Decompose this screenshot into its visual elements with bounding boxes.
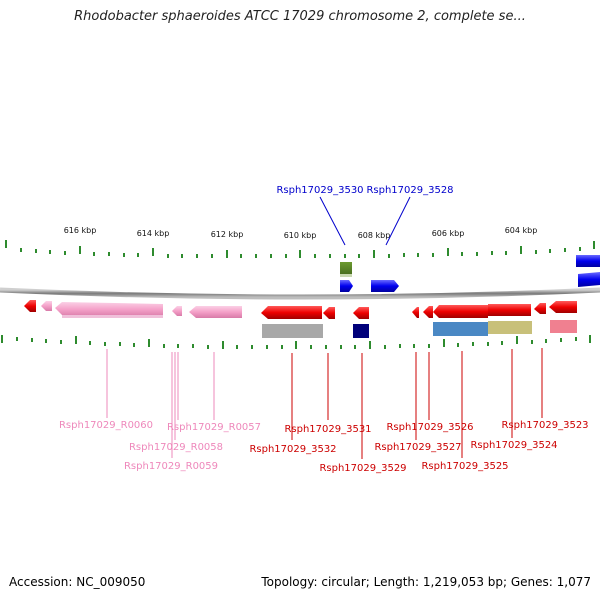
gene-label[interactable]: Rsph17029_3523 xyxy=(501,420,588,431)
gene-3523-feature[interactable] xyxy=(550,320,577,333)
gene-3523-part[interactable] xyxy=(534,303,546,314)
gene-label[interactable]: Rsph17029_3532 xyxy=(249,444,336,455)
upper-tick-ruler xyxy=(5,240,595,258)
ruler-labels: 616 kbp 614 kbp 612 kbp 610 kbp 608 kbp … xyxy=(64,226,538,240)
gene-3529[interactable] xyxy=(353,307,369,319)
gene-label[interactable]: Rsph17029_R0059 xyxy=(124,461,218,472)
accession-label: Accession: NC_009050 xyxy=(9,575,146,589)
genome-info-label: Topology: circular; Length: 1,219,053 bp… xyxy=(261,575,591,589)
map-title: Rhodobacter sphaeroides ATCC 17029 chrom… xyxy=(74,9,526,24)
gene-label[interactable]: Rsph17029_3527 xyxy=(374,442,461,453)
gene-label[interactable]: Rsph17029_3524 xyxy=(470,440,557,451)
gene-R0057[interactable] xyxy=(189,306,242,318)
gene-labels: Rsph17029_3530 Rsph17029_3528 Rsph17029_… xyxy=(59,185,589,474)
gene-R0060-part[interactable] xyxy=(41,301,52,311)
ruler-label: 604 kbp xyxy=(505,226,538,235)
gene-label[interactable]: Rsph17029_3529 xyxy=(319,463,406,474)
gene-label[interactable]: Rsph17029_3531 xyxy=(284,424,371,435)
gene-forward-edge[interactable] xyxy=(576,255,600,267)
ruler-label: 612 kbp xyxy=(211,230,244,239)
gene-label[interactable]: Rsph17029_R0058 xyxy=(129,442,223,453)
gene-3525[interactable] xyxy=(433,305,488,318)
gene-shadow xyxy=(62,315,163,318)
gene-3529-feature[interactable] xyxy=(353,324,369,338)
gene-3532-feature[interactable] xyxy=(262,324,323,338)
gene-label[interactable]: Rsph17029_3525 xyxy=(421,461,508,472)
gene-label[interactable]: Rsph17029_3528 xyxy=(366,185,453,196)
gene-shadow xyxy=(340,274,352,277)
gene-label[interactable]: Rsph17029_3530 xyxy=(276,185,363,196)
leader-lines xyxy=(106,196,543,459)
gene-3532[interactable] xyxy=(261,306,322,319)
gene-3530[interactable] xyxy=(340,280,353,292)
ruler-label: 608 kbp xyxy=(358,231,391,240)
ruler-label: 606 kbp xyxy=(432,229,465,238)
gene-3523[interactable] xyxy=(549,301,577,313)
gene-3527[interactable] xyxy=(412,307,419,318)
gene-R0060[interactable] xyxy=(55,302,163,317)
lower-tick-ruler xyxy=(1,335,591,349)
gene-3528[interactable] xyxy=(371,280,399,292)
gene-3530-feature[interactable] xyxy=(340,262,352,274)
ruler-label: 616 kbp xyxy=(64,226,97,235)
gene-label[interactable]: Rsph17029_R0057 xyxy=(167,422,261,433)
chromosome-backbone xyxy=(0,287,600,300)
gene-3525-feature[interactable] xyxy=(433,322,488,336)
gene-3531[interactable] xyxy=(323,307,335,319)
forward-strand-genes xyxy=(340,255,600,292)
gene-label[interactable]: Rsph17029_3526 xyxy=(386,422,473,433)
reverse-strand-genes xyxy=(24,300,577,338)
gene-left-edge[interactable] xyxy=(24,300,36,312)
gene-label[interactable]: Rsph17029_R0060 xyxy=(59,420,153,431)
gene-3524-feature[interactable] xyxy=(488,321,532,334)
ruler-label: 610 kbp xyxy=(284,231,317,240)
gene-3526[interactable] xyxy=(423,306,433,318)
gene-3524[interactable] xyxy=(488,304,531,316)
gene-forward-edge[interactable] xyxy=(578,272,600,287)
gene-R0058[interactable] xyxy=(172,306,182,316)
ruler-label: 614 kbp xyxy=(137,229,170,238)
